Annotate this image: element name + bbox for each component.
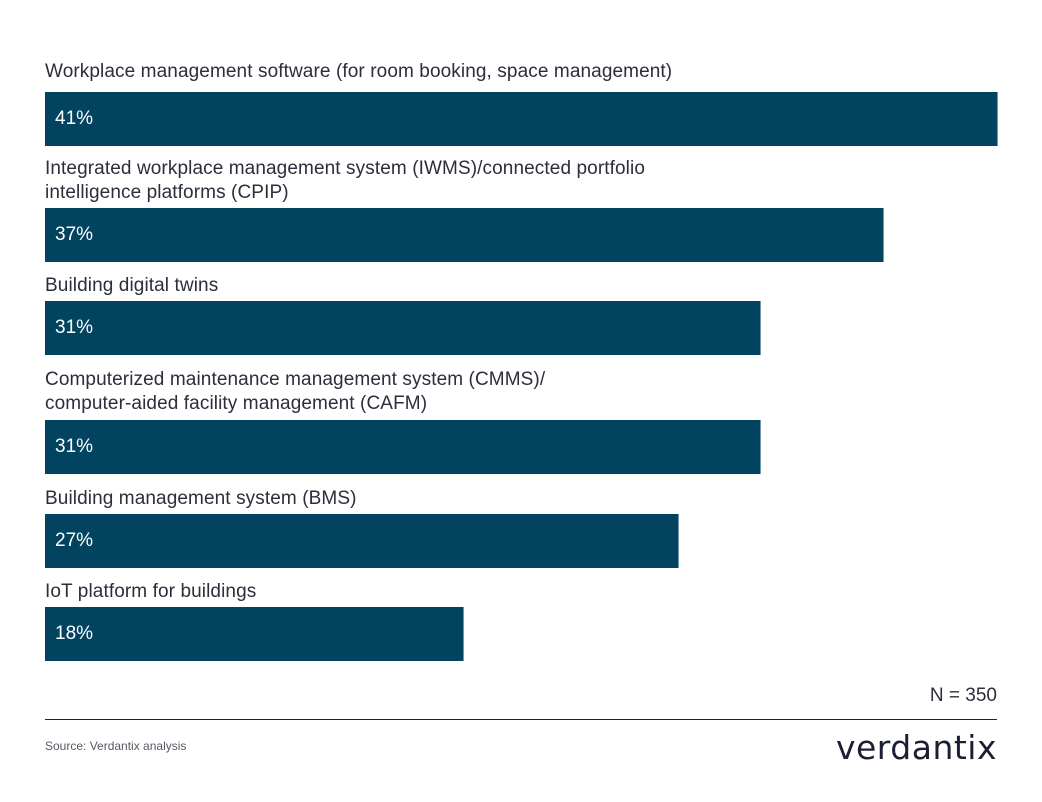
bar-row: Building management system (BMS) <box>45 487 1005 511</box>
bar-label: Building digital twins <box>45 275 219 296</box>
bar-label: Workplace management software (for room … <box>45 61 673 82</box>
bar-row: Building digital twins <box>45 274 1005 298</box>
source-note: Source: Verdantix analysis <box>45 739 187 753</box>
bar: 37% <box>45 208 884 262</box>
bar-label: Integrated workplace management system (… <box>45 158 645 203</box>
bar: 31% <box>45 420 761 474</box>
bar-label: Building management system (BMS) <box>45 488 357 509</box>
bar-value: 31% <box>55 317 94 338</box>
bar: 41% <box>45 92 998 146</box>
bar-label: IoT platform for buildings <box>45 581 257 602</box>
bar-value: 18% <box>55 623 94 644</box>
bar-row: Integrated workplace management system (… <box>45 157 1005 205</box>
bar-value: 37% <box>55 224 94 245</box>
bar-row: IoT platform for buildings <box>45 580 1005 604</box>
bar-row: Computerized maintenance management syst… <box>45 368 1005 416</box>
bar-label: Computerized maintenance management syst… <box>45 369 546 414</box>
bar-value: 41% <box>55 108 94 129</box>
bar: 31% <box>45 301 761 355</box>
verdantix-logo: verdantix <box>835 728 997 767</box>
sample-size-label: N = 350 <box>929 685 997 706</box>
bar-row: Workplace management software (for room … <box>45 60 1005 84</box>
bar-value: 31% <box>55 436 94 457</box>
bar-value: 27% <box>55 530 94 551</box>
bar: 18% <box>45 607 464 661</box>
footer-divider <box>45 719 997 720</box>
bar: 27% <box>45 514 679 568</box>
